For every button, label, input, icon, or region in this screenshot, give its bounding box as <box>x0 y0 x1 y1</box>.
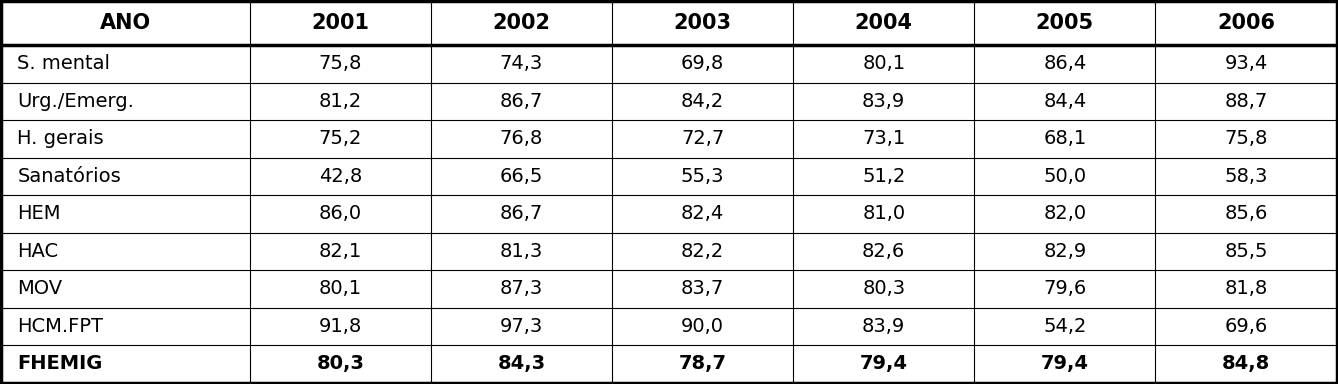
Text: 2001: 2001 <box>312 13 369 33</box>
Text: 79,4: 79,4 <box>860 354 907 373</box>
Text: 2005: 2005 <box>1036 13 1094 33</box>
Text: 78,7: 78,7 <box>678 354 727 373</box>
Text: 76,8: 76,8 <box>500 129 543 149</box>
Text: 79,6: 79,6 <box>1044 280 1086 298</box>
Text: 85,5: 85,5 <box>1224 242 1268 261</box>
Text: 72,7: 72,7 <box>681 129 724 149</box>
Text: 91,8: 91,8 <box>318 317 361 336</box>
Text: 81,3: 81,3 <box>500 242 543 261</box>
Text: 87,3: 87,3 <box>500 280 543 298</box>
Text: 81,8: 81,8 <box>1224 280 1267 298</box>
Text: 80,3: 80,3 <box>862 280 906 298</box>
Text: 81,2: 81,2 <box>318 92 361 111</box>
Text: 80,1: 80,1 <box>862 55 906 73</box>
Text: 83,7: 83,7 <box>681 280 724 298</box>
Text: 68,1: 68,1 <box>1044 129 1086 149</box>
Text: 2003: 2003 <box>673 13 732 33</box>
Text: 88,7: 88,7 <box>1224 92 1267 111</box>
Text: 86,7: 86,7 <box>500 92 543 111</box>
Text: 42,8: 42,8 <box>318 167 361 186</box>
Text: 54,2: 54,2 <box>1044 317 1086 336</box>
Text: 2002: 2002 <box>492 13 550 33</box>
Text: 81,0: 81,0 <box>862 204 906 223</box>
Text: 84,8: 84,8 <box>1222 354 1270 373</box>
Text: 74,3: 74,3 <box>500 55 543 73</box>
Text: 97,3: 97,3 <box>500 317 543 336</box>
Text: 75,8: 75,8 <box>1224 129 1267 149</box>
Text: 86,4: 86,4 <box>1044 55 1086 73</box>
Text: 93,4: 93,4 <box>1224 55 1267 73</box>
Text: 90,0: 90,0 <box>681 317 724 336</box>
Text: 86,0: 86,0 <box>318 204 361 223</box>
Text: 55,3: 55,3 <box>681 167 724 186</box>
Text: 80,3: 80,3 <box>316 354 364 373</box>
Text: 85,6: 85,6 <box>1224 204 1267 223</box>
Text: 82,4: 82,4 <box>681 204 724 223</box>
Text: 84,4: 84,4 <box>1044 92 1086 111</box>
Text: H. gerais: H. gerais <box>17 129 104 149</box>
Text: HAC: HAC <box>17 242 59 261</box>
Text: 58,3: 58,3 <box>1224 167 1267 186</box>
Text: 84,2: 84,2 <box>681 92 724 111</box>
Text: 84,3: 84,3 <box>498 354 546 373</box>
Text: FHEMIG: FHEMIG <box>17 354 103 373</box>
Text: 83,9: 83,9 <box>862 92 906 111</box>
Text: HCM.FPT: HCM.FPT <box>17 317 103 336</box>
Text: S. mental: S. mental <box>17 55 111 73</box>
Text: 2004: 2004 <box>855 13 913 33</box>
Text: 73,1: 73,1 <box>862 129 906 149</box>
Text: 79,4: 79,4 <box>1041 354 1089 373</box>
Text: 82,0: 82,0 <box>1044 204 1086 223</box>
Text: Urg./Emerg.: Urg./Emerg. <box>17 92 134 111</box>
Text: 80,1: 80,1 <box>318 280 361 298</box>
Text: 75,8: 75,8 <box>318 55 361 73</box>
Text: 69,6: 69,6 <box>1224 317 1267 336</box>
Text: 82,2: 82,2 <box>681 242 724 261</box>
Text: HEM: HEM <box>17 204 62 223</box>
Text: Sanatórios: Sanatórios <box>17 167 122 186</box>
Text: 86,7: 86,7 <box>500 204 543 223</box>
Text: MOV: MOV <box>17 280 63 298</box>
Text: ANO: ANO <box>100 13 151 33</box>
Text: 50,0: 50,0 <box>1044 167 1086 186</box>
Text: 82,9: 82,9 <box>1044 242 1086 261</box>
Text: 51,2: 51,2 <box>862 167 906 186</box>
Text: 83,9: 83,9 <box>862 317 906 336</box>
Text: 2006: 2006 <box>1218 13 1275 33</box>
Text: 66,5: 66,5 <box>499 167 543 186</box>
Text: 82,6: 82,6 <box>862 242 906 261</box>
Text: 69,8: 69,8 <box>681 55 724 73</box>
Text: 82,1: 82,1 <box>318 242 361 261</box>
Text: 75,2: 75,2 <box>318 129 361 149</box>
